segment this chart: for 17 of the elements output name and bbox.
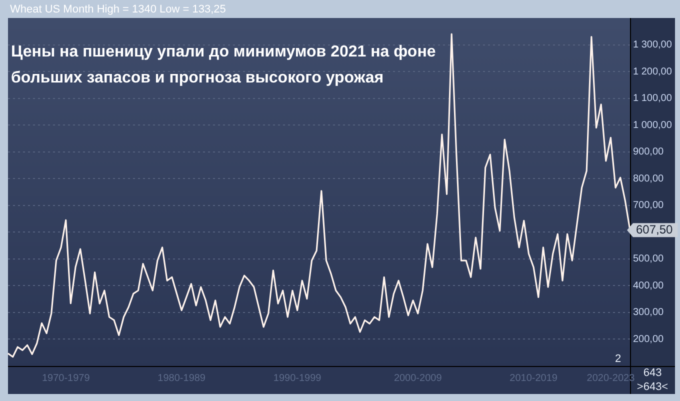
y-tick-label: 1 100,00 <box>633 93 672 104</box>
y-tick-label: 300,00 <box>633 307 664 318</box>
text: 607,50 <box>636 222 674 236</box>
text: 643 <box>643 367 662 380</box>
text: Wheat US Month High = 1340 Low = 133,25 <box>10 4 226 16</box>
y-tick-label: 1 000,00 <box>633 120 672 131</box>
text: Цены на пшеницу упали до минимумов 2021 на фоне больших запасов и прогноза высокого урожая <box>11 43 436 86</box>
y-tick-label: 800,00 <box>633 173 664 184</box>
y-tick-label: 1 200,00 <box>633 66 672 78</box>
y-tick-label: 900,00 <box>633 146 664 158</box>
y-tick-label: 1 300,00 <box>633 40 672 51</box>
y-tick-label: 400,00 <box>633 280 664 292</box>
y-tick-label: 700,00 <box>633 200 664 212</box>
text: >643< <box>636 381 668 394</box>
y-tick-label: 200,00 <box>633 334 664 345</box>
annotation: 2 <box>614 353 622 366</box>
y-tick-label: 500,00 <box>633 254 664 265</box>
